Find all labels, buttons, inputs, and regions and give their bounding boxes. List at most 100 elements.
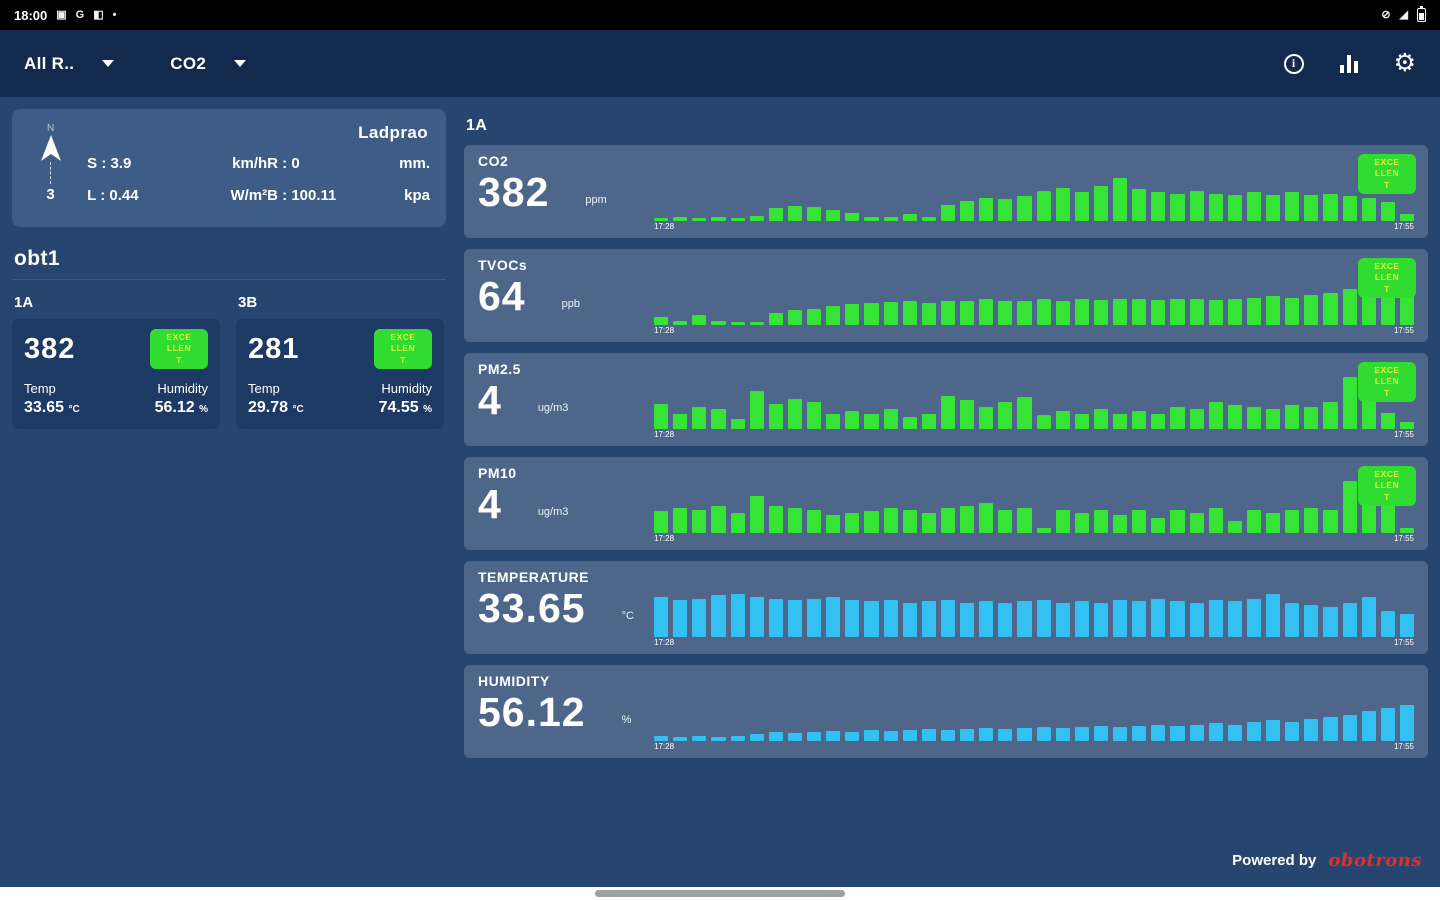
chart-plot: 17:28 17:55 [654, 257, 1414, 337]
bar [1036, 726, 1051, 741]
bar [1380, 502, 1395, 533]
chart-card-temperature[interactable]: TEMPERATURE 33.65 °C 17:28 17:55 [464, 561, 1428, 654]
compass: N 3 [26, 121, 75, 215]
bar [1342, 195, 1357, 221]
bar [1189, 409, 1204, 429]
chart-card-co2[interactable]: CO2 382 ppm 17:28 17:55 EXCELLENT [464, 145, 1428, 238]
bar [1036, 599, 1051, 637]
bar [1189, 602, 1204, 637]
bar [730, 735, 745, 741]
chart-bars [654, 582, 1414, 637]
bar [921, 600, 936, 637]
room-selector[interactable]: All R.. [24, 54, 115, 74]
bar [1361, 597, 1376, 637]
bar [1113, 726, 1128, 741]
chart-bars [654, 166, 1414, 221]
bar [1113, 599, 1128, 637]
bar [787, 507, 802, 533]
bar [902, 300, 917, 325]
bar [1017, 600, 1032, 637]
bar [1055, 727, 1070, 741]
bar [1361, 711, 1376, 741]
bar [807, 598, 822, 637]
bar [1227, 404, 1242, 429]
chart-unit: °C [621, 610, 634, 623]
chart-times: 17:28 17:55 [654, 742, 1414, 753]
bar [1074, 513, 1089, 533]
bar [998, 199, 1013, 221]
bar [921, 303, 936, 325]
bar [1093, 509, 1108, 533]
rain-label: R : [267, 155, 288, 172]
bar [998, 602, 1013, 637]
bar [1036, 298, 1051, 325]
bar [1132, 189, 1147, 221]
bar [1074, 600, 1089, 637]
bar [1151, 598, 1166, 637]
chart-plot: 17:28 17:55 [654, 569, 1414, 649]
bar [730, 419, 745, 429]
bar [826, 413, 841, 429]
device-card-1a[interactable]: 382 EXCELLENT Temp 33.65 °C Humidity 56.… [12, 319, 220, 430]
bar [845, 599, 860, 637]
bar [1285, 192, 1300, 221]
chart-time-start: 17:28 [654, 534, 675, 543]
compass-dash-line [50, 162, 52, 184]
bar [845, 513, 860, 533]
charts-list: CO2 382 ppm 17:28 17:55 EXCELLENT TVOCs 64 ppb 17… [464, 145, 1428, 758]
chart-card-pm10[interactable]: PM10 4 ug/m3 17:28 17:55 EXCELLENT [464, 457, 1428, 550]
bar [979, 502, 994, 533]
bar [730, 594, 745, 637]
bar [979, 727, 994, 741]
bar [787, 398, 802, 429]
info-icon[interactable]: i [1283, 53, 1304, 74]
bar [902, 509, 917, 533]
bar [1113, 515, 1128, 533]
bar [692, 735, 707, 741]
chart-info: CO2 382 ppm [478, 153, 654, 233]
bar [1323, 509, 1338, 533]
chart-time-start: 17:28 [654, 638, 675, 647]
bar [1361, 197, 1376, 221]
chart-times: 17:28 17:55 [654, 638, 1414, 649]
chart-card-pm25[interactable]: PM2.5 4 ug/m3 17:28 17:55 EXCELLENT [464, 353, 1428, 446]
device-temp: Temp 29.78 °C [248, 381, 304, 417]
bar [1304, 295, 1319, 325]
bar [1246, 192, 1261, 221]
bar [1017, 300, 1032, 325]
chart-card-tvocs[interactable]: TVOCs 64 ppb 17:28 17:55 EXCELLENT [464, 249, 1428, 342]
bar [1342, 376, 1357, 429]
bar [711, 409, 726, 429]
bar [1342, 288, 1357, 325]
chart-value-row: 33.65 °C [478, 586, 654, 630]
weather-pressure: B : 100.11 [267, 187, 399, 204]
weather-light: L : 0.44 [87, 187, 195, 204]
bar [1132, 509, 1147, 533]
bar [1113, 178, 1128, 221]
gear-icon[interactable]: ⚙ [1393, 49, 1416, 77]
bar [673, 320, 688, 325]
bar [711, 320, 726, 325]
chart-times: 17:28 17:55 [654, 326, 1414, 337]
bar [960, 505, 975, 533]
bar [1189, 724, 1204, 741]
chart-time-end: 17:55 [1393, 222, 1414, 231]
chart-bars [654, 374, 1414, 429]
metric-selector[interactable]: CO2 [170, 54, 247, 74]
chart-info: PM10 4 ug/m3 [478, 465, 654, 545]
bar [1132, 600, 1147, 637]
bar [1266, 594, 1281, 637]
scrollbar-thumb[interactable] [595, 890, 845, 897]
bar [1285, 722, 1300, 741]
chart-card-humidity[interactable]: HUMIDITY 56.12% 17:28 17:55 [464, 665, 1428, 758]
bar [654, 217, 669, 221]
bar [1227, 724, 1242, 741]
bar-chart-icon[interactable] [1339, 54, 1358, 73]
device-name: 3B [238, 294, 258, 311]
weather-card[interactable]: N 3 Ladprao S : 3.9 km/h R : 0 [12, 109, 446, 227]
bar [1399, 613, 1414, 637]
device-card-3b[interactable]: 281 EXCELLENT Temp 29.78 °C Humidity 74.… [236, 319, 444, 430]
bar [1151, 413, 1166, 429]
bar [1017, 508, 1032, 533]
status-badge: EXCELLENT [150, 329, 208, 370]
